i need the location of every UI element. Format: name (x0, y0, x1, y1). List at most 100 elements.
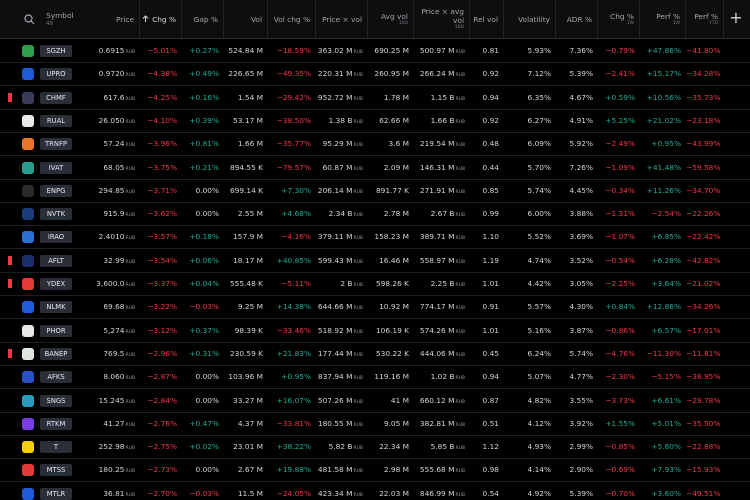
cell-unit: RUB (125, 96, 135, 102)
table-cell: 574.26 MRUB (414, 320, 470, 342)
cell-unit: RUB (125, 399, 135, 405)
cell-value: 1.66 B (430, 115, 455, 125)
table-cell: 226.65 M (224, 63, 268, 85)
column-header-row: Chg % (142, 15, 176, 24)
column-header[interactable]: Volatility (504, 0, 556, 38)
table-cell: 4.14% (504, 459, 556, 481)
cell-value: 5.39% (569, 69, 593, 79)
cell-value: 1.54 M (237, 92, 263, 102)
add-column-button[interactable]: + (729, 8, 743, 27)
table-row[interactable]: NVTK 915.9RUB −3.62% 0.00% 2.55 M +4.68% 2.34 … (0, 203, 750, 227)
cell-unit: RUB (353, 376, 363, 382)
table-row[interactable]: ENPG 294.85RUB −3.71% 0.00% 699.14 K +7.30% 20… (0, 180, 750, 203)
search-icon[interactable] (24, 14, 35, 25)
cell-value: −0.86% (605, 325, 635, 335)
cell-value: −22.26% (686, 209, 721, 219)
table-row[interactable]: BANEP 769.5RUB −2.96% +0.31% 230.59 K +21.83%… (0, 343, 750, 366)
table-row[interactable]: NLMK 69.68RUB −3.22% −0.03% 9.25 M +14.38% 644… (0, 296, 750, 320)
cell-unit: RUB (455, 166, 465, 172)
cell-value: +0.31% (189, 348, 219, 358)
cell-unit: RUB (455, 143, 465, 149)
table-row[interactable]: RTKM 41.27RUB −2.76% +0.47% 4.37 M −33.81% 180… (0, 413, 750, 436)
cell-value: 206.14 M (317, 185, 353, 195)
cell-value: −4.76% (605, 348, 635, 358)
table-cell: −43.99% (686, 133, 724, 155)
column-header[interactable]: Rel vol (470, 0, 504, 38)
table-cell: 4.77% (556, 366, 598, 388)
cell-value: −49.51% (686, 488, 721, 498)
column-header[interactable]: Price × vol (316, 0, 368, 38)
table-cell: 260.95 M (368, 63, 414, 85)
table-row[interactable]: AFKS 8.060RUB −2.87% 0.00% 103.96 M +0.95% 837… (0, 366, 750, 390)
symbol-count: 49 (46, 21, 53, 27)
table-row[interactable]: YDEX 3,600.0RUB −3.37% +0.04% 555.48 K −5.11%… (0, 273, 750, 296)
table-row[interactable]: IVAT 68.05RUB −3.75% +0.21% 894.55 K −79.57% 6… (0, 157, 750, 180)
table-cell: +11.26% (640, 180, 686, 202)
column-header[interactable]: Chg % 1W (598, 0, 640, 38)
table-row[interactable]: PHOR 5,274RUB −3.12% +0.37% 98.39 K −33.46% 51… (0, 320, 750, 343)
cell-value: 0.6915 (98, 46, 125, 55)
symbol: IRAO (40, 231, 72, 244)
table-row[interactable]: MTLR 36.81RUB −2.70% −0.03% 11.5 M −24.05% 423… (0, 483, 750, 500)
table-cell: −11.30% (640, 343, 686, 365)
table-cell: +0.31% (182, 343, 224, 365)
column-header[interactable]: Price (88, 0, 140, 38)
table-row[interactable]: AFLT 32.99RUB −3.54% +0.06% 18.17 M +40.85% 59… (0, 250, 750, 273)
cell-value: −0.34% (605, 185, 635, 195)
cell-value: 1.78 M (383, 92, 409, 102)
table-cell: −49.35% (268, 63, 316, 85)
table-cell: +6.28% (640, 250, 686, 272)
cell-value: −2.49% (605, 139, 635, 149)
column-header[interactable]: Vol chg % (268, 0, 316, 38)
column-header[interactable]: Perf % YTD (686, 0, 724, 38)
symbol-logo (22, 441, 34, 454)
table-cell: +10.56% (640, 87, 686, 109)
cell-value: −15.93% (686, 465, 721, 475)
table-cell: −11.81% (686, 343, 724, 365)
column-header[interactable]: Vol (224, 0, 268, 38)
column-header[interactable]: Avg vol 10D (368, 0, 414, 38)
cell-value: 599.43 M (317, 255, 353, 265)
table-cell: 230.59 K (224, 343, 268, 365)
cell-value: 6.24% (527, 348, 551, 358)
table-row[interactable]: MTSS 180.25RUB −2.73% 0.00% 2.67 M +19.88% 481… (0, 459, 750, 483)
cell-value: 558.97 M (419, 255, 455, 265)
symbol-header[interactable]: Symbol 49 (46, 11, 74, 29)
symbol: NVTK (40, 208, 72, 221)
table-row[interactable]: TRNFP 57.24RUB −3.96% +0.81% 1.66 M −35.77% 95… (0, 133, 750, 157)
cell-unit: RUB (125, 73, 135, 79)
cell-value: 5.74% (527, 185, 551, 195)
table-row[interactable]: UPRO 0.9720RUB −4.38% +0.49% 226.65 M −49.35%… (0, 63, 750, 87)
cell-unit: RUB (353, 213, 363, 219)
cell-value: +5.25% (605, 115, 635, 125)
cell-value: 644.66 M (317, 302, 353, 312)
table-row[interactable]: SNGS 15.245RUB −2.84% 0.00% 33.27 M +16.07% 50… (0, 390, 750, 413)
table-cell: 36.81RUB (88, 483, 140, 500)
cell-value: +0.59% (605, 92, 635, 102)
cell-value: 219.54 M (419, 139, 455, 149)
table-cell: 1.54 M (224, 87, 268, 109)
table-row[interactable]: SGZH 0.6915RUB −5.01% +0.27% 524.84 M −18.59%… (0, 40, 750, 63)
cell-value: −21.02% (686, 279, 721, 288)
column-header[interactable]: Perf % 1W (640, 0, 686, 38)
symbol: BANEP (40, 347, 72, 360)
table-row[interactable]: CHMF 617.6RUB −4.25% +0.16% 1.54 M −29.42% 952… (0, 87, 750, 110)
cell-value: −0.85% (605, 442, 635, 452)
cell-value: 0.94 (482, 372, 499, 382)
table-cell: 4.12% (504, 413, 556, 435)
column-header[interactable]: Chg % (140, 0, 182, 38)
cell-value: 3.69% (569, 232, 593, 242)
column-header[interactable]: Gap % (182, 0, 224, 38)
table-row[interactable]: T 252.98RUB −2.75% +0.02% 23.01 M +38.22% 5.82… (0, 436, 750, 460)
column-header[interactable]: ADR % (556, 0, 598, 38)
table-row[interactable]: RUAL 26.050RUB −4.10% +0.39% 53.17 M −38.50% 1… (0, 110, 750, 133)
table-cell: +0.02% (182, 436, 224, 458)
table-cell: −4.76% (598, 343, 640, 365)
table-row[interactable]: IRAO 2.4010RUB −3.57% +0.18% 157.9 M −4.16% 37… (0, 226, 750, 250)
table-cell: −79.57% (268, 157, 316, 179)
cell-value: −11.30% (646, 348, 681, 358)
column-header[interactable]: Price × avg vol 10D (414, 0, 470, 38)
cell-value: 3,600.0 (96, 279, 125, 288)
table-cell: 894.55 K (224, 157, 268, 179)
cell-unit: RUB (455, 352, 465, 358)
